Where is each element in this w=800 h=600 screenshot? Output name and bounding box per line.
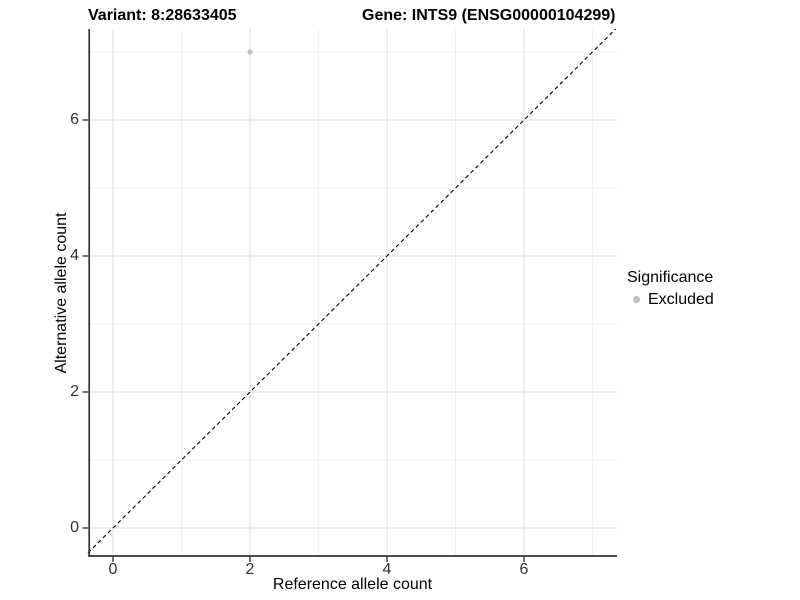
legend-item-excluded: Excluded xyxy=(627,290,714,309)
x-tick-label: 0 xyxy=(108,561,118,578)
gridlines-minor xyxy=(88,29,617,556)
legend: Significance Excluded xyxy=(627,268,714,309)
plot-title-variant: Variant: 8:28633405 xyxy=(88,7,237,24)
data-points xyxy=(247,49,253,55)
legend-title: Significance xyxy=(627,269,714,286)
x-tick-label: 2 xyxy=(245,561,255,578)
legend-key-dot-icon xyxy=(632,295,641,304)
y-tick-label: 0 xyxy=(70,519,79,536)
x-axis-title: Reference allele count xyxy=(272,576,433,593)
y-axis-title: Alternative allele count xyxy=(53,212,70,374)
identity-reference-line xyxy=(87,28,617,554)
y-tick-label: 4 xyxy=(70,247,79,264)
y-tick-label: 2 xyxy=(70,383,79,400)
legend-item-label: Excluded xyxy=(648,291,714,308)
axis-tick-marks xyxy=(82,119,525,562)
y-tick-label: 6 xyxy=(70,111,79,128)
gridlines-major xyxy=(88,29,617,556)
data-point xyxy=(247,49,253,55)
x-tick-label: 6 xyxy=(519,561,529,578)
plot-title-gene: Gene: INTS9 (ENSG00000104299) xyxy=(362,7,616,24)
x-tick-label: 4 xyxy=(382,561,392,578)
